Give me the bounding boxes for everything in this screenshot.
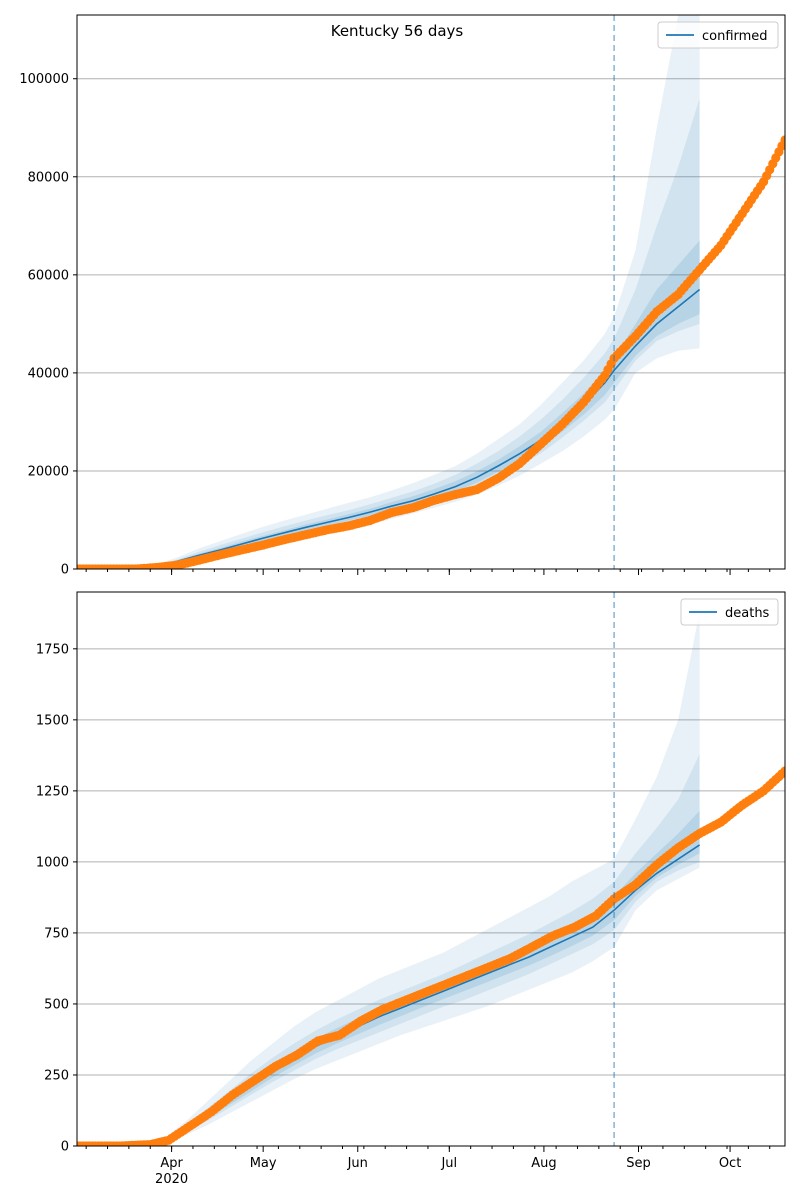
y-tick-label: 40000 xyxy=(28,366,69,381)
y-tick-label: 1250 xyxy=(36,784,69,799)
model-line-confirmed xyxy=(134,288,701,569)
uncertainty-band-outer xyxy=(165,611,700,1144)
y-tick-label: 100000 xyxy=(19,72,69,87)
x-tick-label: Sep xyxy=(626,1156,651,1171)
y-tick-label: 60000 xyxy=(28,268,69,283)
x-tick-label: Aug xyxy=(531,1156,556,1171)
legend-label: confirmed xyxy=(702,29,768,44)
axes-frame xyxy=(76,14,786,570)
observed-series-deaths xyxy=(77,766,785,1146)
x-tick-label: Oct xyxy=(719,1156,741,1171)
axes-frame xyxy=(76,591,786,1147)
legend-label: deaths xyxy=(725,606,770,621)
y-tick-label: 250 xyxy=(44,1068,69,1083)
y-tick-label: 20000 xyxy=(28,464,69,479)
y-tick-label: 500 xyxy=(44,997,69,1012)
x-tick-label: Jun xyxy=(347,1156,368,1171)
y-tick-label: 80000 xyxy=(28,170,69,185)
chart-confirmed: 0 20000 40000 60000 80000 100000 confirmed xyxy=(19,14,786,578)
y-tick-label: 1500 xyxy=(36,713,69,728)
legend-deaths: deaths xyxy=(680,598,779,626)
observed-point xyxy=(780,135,785,145)
legend-box xyxy=(657,21,779,49)
legend-box xyxy=(680,598,779,626)
chart-deaths: 0 250 500 750 1000 1250 1500 1750 Apr May Jun Jul Au… xyxy=(36,591,786,1187)
uncertainty-band-middle xyxy=(165,753,700,1142)
observed-point xyxy=(780,766,785,776)
x-year-label: 2020 xyxy=(155,1172,188,1187)
plot-area-deaths xyxy=(77,611,785,1146)
y-tick-label: 1000 xyxy=(36,855,69,870)
y-tick-label: 0 xyxy=(61,1140,69,1155)
x-tick-label: May xyxy=(250,1156,277,1171)
y-tick-label: 750 xyxy=(44,926,69,941)
y-tick-label: 0 xyxy=(61,563,69,578)
figure-title: Kentucky 56 days xyxy=(331,22,464,40)
x-tick-label: Apr xyxy=(160,1156,183,1171)
x-tick-label: Jul xyxy=(440,1156,457,1171)
legend-confirmed: confirmed xyxy=(657,21,779,49)
plot-area-confirmed xyxy=(77,15,785,569)
y-tick-label: 1750 xyxy=(36,642,69,657)
uncertainty-band-outer xyxy=(135,15,700,569)
observed-series-confirmed xyxy=(77,135,785,569)
